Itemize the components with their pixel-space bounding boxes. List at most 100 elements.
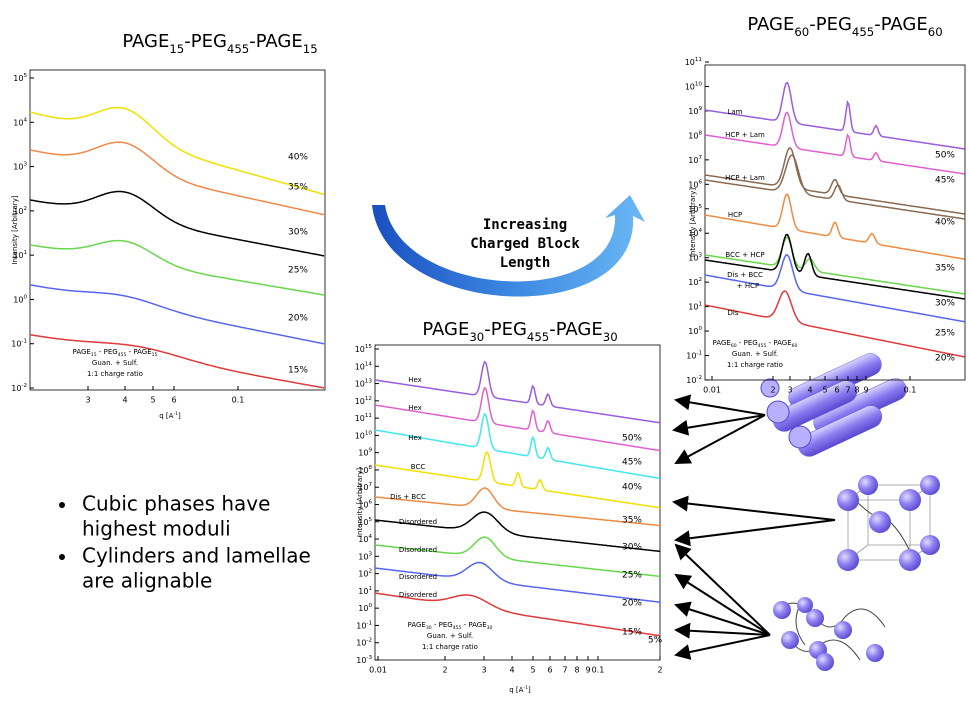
y-tick-exp: 5 <box>698 203 702 209</box>
concentration-label: 25% <box>935 329 955 339</box>
arrow-text: Charged Block <box>470 236 580 252</box>
y-tick-label: 108 <box>358 464 372 474</box>
y-tick-base: 10 <box>358 535 368 544</box>
y-tick-exp: -2 <box>366 637 372 643</box>
scattering-curve <box>374 412 661 480</box>
x-axis-label: q [A-1] <box>159 411 181 420</box>
note-title: PAGE30 - PEG455 - PAGE30 <box>408 621 493 631</box>
plot-area <box>704 64 966 381</box>
phase-label: Hex <box>408 434 422 442</box>
scattering-curve <box>374 386 661 452</box>
y-tick-label: 10-1 <box>11 338 27 348</box>
concentration-label: 40% <box>288 153 308 163</box>
x-axis-label-part: q [A <box>159 412 173 420</box>
y-tick-exp: 9 <box>698 105 702 111</box>
scattering-curve <box>374 451 661 509</box>
note-title-part: - PEG <box>432 621 453 629</box>
y-tick-base: 10 <box>11 339 21 348</box>
scattering-curve <box>29 333 325 389</box>
y-tick-label: 105 <box>13 73 27 83</box>
y-tick-exp: 1 <box>23 250 27 256</box>
phase-label: BCC <box>411 463 426 471</box>
x-tick-label: 9 <box>585 666 590 675</box>
plot-title-part: PAGE <box>122 31 169 52</box>
y-tick-exp: 11 <box>695 57 703 63</box>
note-line: Guan. + Sulf. <box>427 632 473 640</box>
y-tick-base: 10 <box>13 251 23 260</box>
y-tick-label: 102 <box>688 277 702 287</box>
plot-title-part: -PEG <box>184 31 227 52</box>
scattering-curve <box>29 284 325 345</box>
y-tick-base: 10 <box>358 448 368 457</box>
plot-title-part: -PAGE <box>549 319 603 340</box>
y-tick-base: 10 <box>688 302 698 311</box>
concentration-label: 25% <box>288 266 308 276</box>
x-tick-label: 4 <box>122 396 127 405</box>
y-tick-exp: 11 <box>365 413 373 419</box>
x-tick-label: 6 <box>547 666 552 675</box>
note-title-part: 455 <box>118 352 127 358</box>
y-tick-exp: 2 <box>698 277 702 283</box>
y-tick-base: 10 <box>356 621 366 630</box>
scattering-curve <box>704 111 965 175</box>
note-line: Guan. + Sulf. <box>732 350 778 358</box>
x-tick-label: 3 <box>481 666 486 675</box>
bullet-text: Cylinders and lamellae <box>82 544 311 568</box>
concentration-label: 30% <box>622 543 642 553</box>
concentration-label: 45% <box>935 176 955 186</box>
y-tick-base: 10 <box>13 74 23 83</box>
x-tick-label: 3 <box>85 396 90 405</box>
y-tick-label: 108 <box>688 130 702 140</box>
concentration-label: 35% <box>288 183 308 193</box>
concentration-label: 25% <box>622 571 642 581</box>
y-tick-exp: 2 <box>368 568 372 574</box>
scattering-curve <box>29 106 325 196</box>
x-axis-label-part: -1 <box>523 685 528 691</box>
x-tick-label: 0.1 <box>592 666 605 675</box>
y-tick-base: 10 <box>355 414 365 423</box>
y-tick-exp: 12 <box>365 395 372 401</box>
y-tick-label: 1011 <box>355 413 373 423</box>
y-tick-label: 107 <box>358 482 372 492</box>
x-tick-label: 5 <box>150 396 155 405</box>
disordered-illustration <box>773 597 886 671</box>
y-tick-label: 107 <box>688 154 702 164</box>
y-tick-label: 102 <box>358 568 372 578</box>
bcc-illustration <box>837 475 940 571</box>
y-tick-label: 100 <box>13 294 27 304</box>
y-tick-base: 10 <box>688 106 698 115</box>
phase-label: Disordered <box>399 546 437 554</box>
phase-label: Dis <box>728 309 739 317</box>
y-tick-label: 1014 <box>355 361 373 371</box>
plot-area <box>374 344 661 661</box>
y-tick-exp: 8 <box>698 130 702 136</box>
note-title-part: PAGE <box>713 339 731 347</box>
x-tick-label: 3 <box>787 386 792 395</box>
concentration-label: 30% <box>288 228 308 238</box>
note-title-part: 455 <box>758 343 767 349</box>
x-axis-label-part: ] <box>178 412 181 420</box>
y-tick-label: 105 <box>358 516 372 526</box>
concentration-label: 35% <box>622 516 642 526</box>
y-tick-exp: 2 <box>23 205 27 211</box>
x-axis-label-part: ] <box>528 686 531 694</box>
y-tick-exp: 3 <box>368 551 372 557</box>
scattering-curve <box>704 81 965 150</box>
x-tick-label: 0.1 <box>232 396 245 405</box>
y-tick-label: 10-3 <box>356 655 372 665</box>
plot-title-part: 60 <box>794 25 809 39</box>
x-axis-label-part: -1 <box>173 411 178 417</box>
y-tick-label: 101 <box>13 250 27 260</box>
plot-title-part: -PAGE <box>249 31 303 52</box>
y-tick-label: 1015 <box>355 344 373 354</box>
y-tick-base: 10 <box>358 586 368 595</box>
y-tick-base: 10 <box>358 569 368 578</box>
y-tick-base: 10 <box>688 155 698 164</box>
y-tick-label: 106 <box>358 499 372 509</box>
scattering-curve <box>704 236 965 295</box>
plot-title: PAGE15-PEG455-PAGE15 <box>122 31 317 56</box>
phase-label: HCP + Lam <box>725 174 765 182</box>
y-tick-exp: 0 <box>23 294 27 300</box>
y-tick-base: 10 <box>686 351 696 360</box>
phase-label: Disordered <box>399 573 437 581</box>
